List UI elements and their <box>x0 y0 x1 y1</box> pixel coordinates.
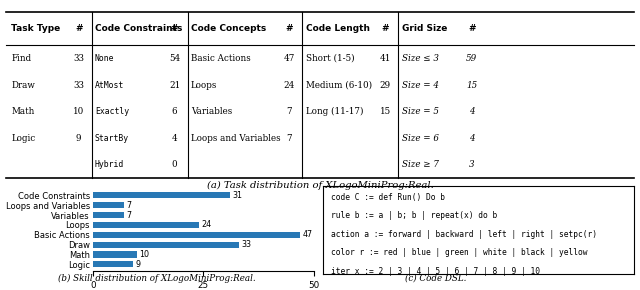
Bar <box>93 202 124 208</box>
Text: 7: 7 <box>287 107 292 116</box>
Text: Size = 6: Size = 6 <box>401 134 438 143</box>
Text: (b) Skill distribution of XLogoMiniProg:Real.: (b) Skill distribution of XLogoMiniProg:… <box>58 274 255 283</box>
Text: 31: 31 <box>232 191 243 200</box>
Text: Logic: Logic <box>12 134 36 143</box>
Text: 7: 7 <box>126 201 131 210</box>
Text: #: # <box>381 24 389 33</box>
Text: Code Concepts: Code Concepts <box>191 24 266 33</box>
Text: Hybrid: Hybrid <box>95 160 124 169</box>
Text: 15: 15 <box>467 81 477 90</box>
Text: Code Length: Code Length <box>305 24 369 33</box>
Bar <box>93 232 300 238</box>
Text: Find: Find <box>12 54 31 63</box>
Bar <box>93 261 132 267</box>
Text: Basic Actions: Basic Actions <box>191 54 250 63</box>
Text: Loops: Loops <box>191 81 217 90</box>
Text: 21: 21 <box>169 81 180 90</box>
Text: Task Type: Task Type <box>12 24 61 33</box>
Text: 33: 33 <box>73 81 84 90</box>
Text: 4: 4 <box>172 134 177 143</box>
Text: color r := red | blue | green | white | black | yellow: color r := red | blue | green | white | … <box>331 249 588 258</box>
Text: 24: 24 <box>202 220 212 229</box>
Text: Size ≥ 7: Size ≥ 7 <box>401 160 438 169</box>
Text: AtMost: AtMost <box>95 81 124 90</box>
Bar <box>93 192 230 198</box>
Text: Grid Size: Grid Size <box>401 24 447 33</box>
Text: 3: 3 <box>469 160 475 169</box>
Text: rule b := a | b; b | repeat(x) do b: rule b := a | b; b | repeat(x) do b <box>331 211 497 220</box>
Text: Long (11-17): Long (11-17) <box>305 107 363 116</box>
Text: 9: 9 <box>135 260 140 269</box>
Text: iter x := 2 | 3 | 4 | 5 | 6 | 7 | 8 | 9 | 10: iter x := 2 | 3 | 4 | 5 | 6 | 7 | 8 | 9 … <box>331 267 540 276</box>
Text: 33: 33 <box>241 240 251 249</box>
Text: Code Constraints: Code Constraints <box>95 24 182 33</box>
Text: Draw: Draw <box>12 81 35 90</box>
Text: Exactly: Exactly <box>95 107 129 116</box>
Text: #: # <box>75 24 83 33</box>
Text: 24: 24 <box>284 81 295 90</box>
Text: action a := forward | backward | left | right | setpc(r): action a := forward | backward | left | … <box>331 230 597 239</box>
Text: 7: 7 <box>126 211 131 220</box>
Text: (c) Code DSL.: (c) Code DSL. <box>404 274 466 283</box>
Bar <box>93 222 199 228</box>
Text: (a) Task distribution of XLogoMiniProg:Real.: (a) Task distribution of XLogoMiniProg:R… <box>207 181 433 190</box>
Text: StartBy: StartBy <box>95 134 129 143</box>
Text: #: # <box>468 24 476 33</box>
Text: 7: 7 <box>287 134 292 143</box>
Text: 4: 4 <box>469 134 475 143</box>
Text: Size ≤ 3: Size ≤ 3 <box>401 54 438 63</box>
Bar <box>93 242 239 248</box>
Text: 6: 6 <box>172 107 177 116</box>
Text: Loops and Variables: Loops and Variables <box>191 134 280 143</box>
Text: 33: 33 <box>73 54 84 63</box>
Bar <box>93 251 137 258</box>
Text: 10: 10 <box>73 107 84 116</box>
Text: Size = 4: Size = 4 <box>401 81 438 90</box>
Text: code C := def Run() Do b: code C := def Run() Do b <box>331 193 445 202</box>
Text: Variables: Variables <box>191 107 232 116</box>
Text: 15: 15 <box>380 107 391 116</box>
Text: 9: 9 <box>76 134 81 143</box>
Text: Short (1-5): Short (1-5) <box>305 54 354 63</box>
Bar <box>93 212 124 218</box>
Text: 59: 59 <box>467 54 477 63</box>
Text: 0: 0 <box>172 160 177 169</box>
Text: 4: 4 <box>469 107 475 116</box>
Text: #: # <box>285 24 293 33</box>
Text: Math: Math <box>12 107 35 116</box>
Text: Size = 5: Size = 5 <box>401 107 438 116</box>
Text: Medium (6-10): Medium (6-10) <box>305 81 372 90</box>
Text: 47: 47 <box>284 54 295 63</box>
Text: 54: 54 <box>169 54 180 63</box>
Text: None: None <box>95 54 115 63</box>
Text: #: # <box>171 24 179 33</box>
Text: 41: 41 <box>380 54 391 63</box>
Text: 29: 29 <box>380 81 391 90</box>
Text: 47: 47 <box>303 230 313 239</box>
Text: 10: 10 <box>140 250 150 259</box>
